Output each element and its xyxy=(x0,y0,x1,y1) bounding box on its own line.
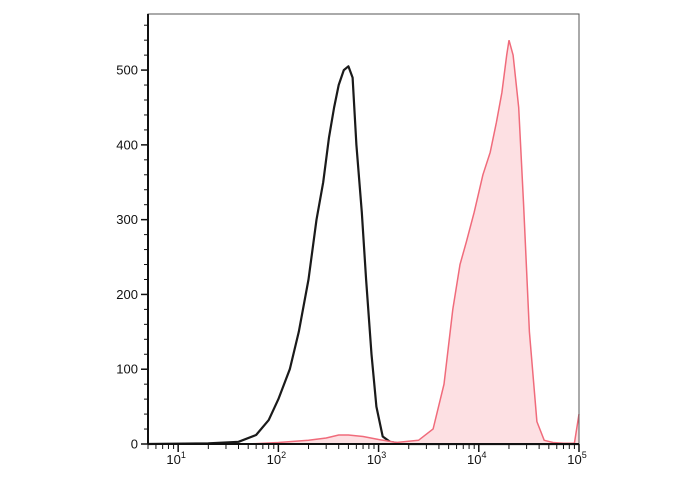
x-tick-label: 105 xyxy=(567,450,586,467)
x-tick-label: 102 xyxy=(267,450,286,467)
y-tick-label: 300 xyxy=(116,212,138,227)
x-axis: 101 102 103 104 105 xyxy=(147,444,587,467)
y-tick-label: 400 xyxy=(116,137,138,152)
x-tick-label: 104 xyxy=(467,450,486,467)
y-tick-label: 0 xyxy=(131,437,138,452)
y-tick-label: 200 xyxy=(116,287,138,302)
series-layer xyxy=(147,40,580,446)
y-tick-label: 100 xyxy=(116,362,138,377)
y-tick-label: 500 xyxy=(116,63,138,78)
x-tick-label: 103 xyxy=(367,450,386,467)
series-line-1 xyxy=(148,40,580,445)
y-axis: 0 100 200 300 400 500 xyxy=(116,24,148,452)
series-fill-1 xyxy=(148,40,579,444)
x-tick-label: 101 xyxy=(166,450,185,467)
